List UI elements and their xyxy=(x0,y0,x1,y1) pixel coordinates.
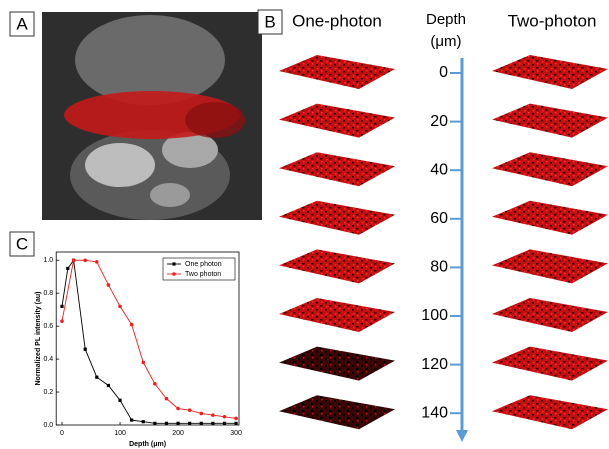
image-tile xyxy=(492,55,608,89)
mouse-image xyxy=(42,12,262,220)
x-tick-label: 200 xyxy=(172,430,184,437)
point xyxy=(176,406,180,411)
image-tile xyxy=(279,55,395,89)
point xyxy=(60,319,64,324)
point xyxy=(141,360,146,365)
axis-title: (μm) xyxy=(430,33,461,50)
point xyxy=(106,283,111,287)
point xyxy=(71,258,76,263)
depth-label: 0 xyxy=(439,64,448,81)
image-tile xyxy=(492,249,608,284)
point xyxy=(199,411,204,416)
point xyxy=(153,421,157,425)
image-tile xyxy=(279,395,395,430)
panel-label: B xyxy=(264,12,275,31)
y-tick-label: 0.0 xyxy=(43,422,53,429)
plot-frame xyxy=(55,251,240,426)
image-tile xyxy=(492,152,608,187)
image-tile xyxy=(492,200,608,235)
image-tile xyxy=(492,103,608,138)
series-line xyxy=(61,259,237,424)
depth-label: 20 xyxy=(430,113,448,130)
point xyxy=(95,375,99,379)
point xyxy=(118,398,122,402)
series-line xyxy=(61,259,237,419)
y-axis-label: Normalized PL intensity (au) xyxy=(35,292,42,386)
point xyxy=(106,383,111,388)
point xyxy=(211,413,215,417)
point xyxy=(188,421,192,425)
image-tile xyxy=(279,200,395,235)
axis-title: Depth xyxy=(426,11,466,28)
point xyxy=(187,408,192,412)
legend-marker xyxy=(172,262,176,266)
column-title: One-photon xyxy=(292,11,382,30)
depth-label: 100 xyxy=(421,307,448,324)
point xyxy=(164,421,169,425)
point xyxy=(234,421,238,425)
point xyxy=(222,421,227,425)
image-tile xyxy=(279,152,395,187)
point xyxy=(66,266,70,271)
point xyxy=(176,421,180,425)
panel-label: C xyxy=(16,234,28,253)
image-tile xyxy=(279,103,395,138)
point xyxy=(222,414,227,419)
panel-label: A xyxy=(16,14,28,33)
legend-label: Two photon xyxy=(185,271,221,278)
depth-label: 140 xyxy=(421,404,448,421)
y-tick-label: 0.6 xyxy=(43,323,53,330)
legend-label: One photon xyxy=(185,261,222,268)
x-axis-label: Depth (μm) xyxy=(129,441,166,448)
x-tick-label: 300 xyxy=(230,430,242,437)
point xyxy=(199,421,203,425)
depth-label: 60 xyxy=(430,210,448,227)
image-tile xyxy=(492,298,608,332)
point xyxy=(153,382,157,386)
legend-box xyxy=(162,257,236,281)
point xyxy=(129,322,134,327)
image-tile xyxy=(492,346,608,381)
y-tick-label: 0.2 xyxy=(43,389,53,396)
point xyxy=(234,416,238,421)
image-tile xyxy=(279,249,395,284)
point xyxy=(83,258,88,263)
depth-label: 120 xyxy=(421,356,448,373)
point xyxy=(141,420,145,424)
point xyxy=(95,260,99,264)
image-tile xyxy=(279,346,395,381)
image-tile xyxy=(492,395,608,430)
point xyxy=(164,396,169,401)
x-tick-label: 100 xyxy=(114,430,126,437)
point xyxy=(118,304,122,309)
y-tick-label: 1.0 xyxy=(43,257,53,264)
point xyxy=(211,421,215,425)
point xyxy=(83,347,87,351)
y-tick-label: 0.4 xyxy=(43,356,53,363)
column-title: Two-photon xyxy=(508,11,597,30)
x-tick-label: 0 xyxy=(60,430,64,437)
point xyxy=(130,418,134,422)
depth-label: 80 xyxy=(430,259,448,276)
image-tile xyxy=(279,298,395,332)
depth-arrow xyxy=(456,430,468,442)
label-box xyxy=(9,9,283,257)
y-tick-label: 0.8 xyxy=(43,290,53,297)
legend-marker xyxy=(172,272,176,276)
point xyxy=(60,304,64,308)
depth-label: 40 xyxy=(430,161,448,178)
